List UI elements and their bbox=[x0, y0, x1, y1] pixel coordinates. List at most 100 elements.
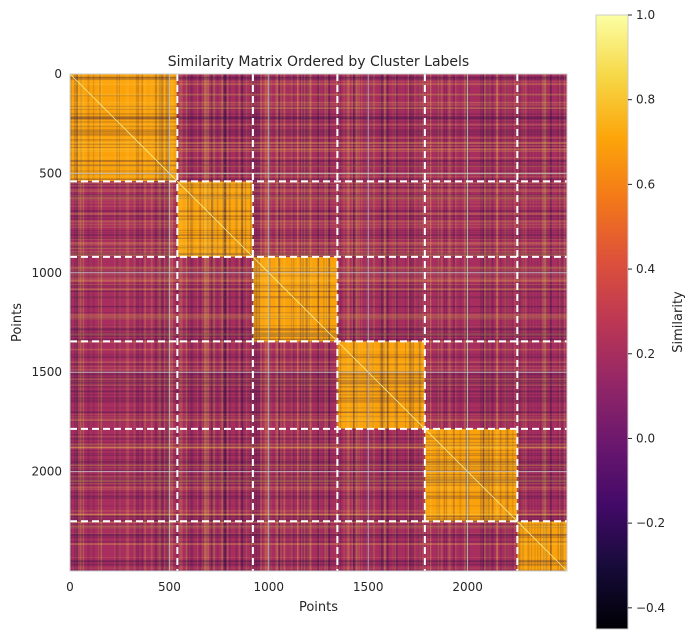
cluster-boundaries bbox=[70, 74, 567, 571]
cluster-block-offdiag bbox=[337, 74, 425, 182]
texture-stripe bbox=[504, 74, 507, 571]
texture-stripe bbox=[70, 478, 567, 481]
texture-stripe bbox=[482, 74, 485, 571]
texture-stripe bbox=[386, 74, 389, 571]
texture-stripe bbox=[199, 74, 202, 571]
texture-stripe bbox=[165, 74, 167, 571]
texture-stripe bbox=[70, 185, 567, 187]
texture-stripe bbox=[225, 74, 227, 571]
texture-stripe bbox=[316, 74, 319, 571]
cluster-block-offdiag bbox=[70, 341, 178, 429]
texture-stripe bbox=[70, 383, 567, 385]
texture-stripe bbox=[453, 74, 455, 571]
cluster-block-offdiag bbox=[517, 256, 567, 342]
texture-stripe bbox=[70, 328, 567, 330]
texture-stripe bbox=[266, 74, 268, 571]
texture-stripe bbox=[380, 74, 382, 571]
texture-stripe bbox=[70, 394, 567, 396]
texture-stripe bbox=[70, 105, 567, 107]
texture-stripe bbox=[70, 397, 567, 400]
texture-stripe bbox=[70, 401, 567, 403]
texture-stripe bbox=[419, 74, 422, 571]
texture-stripe bbox=[346, 74, 348, 571]
texture-stripe bbox=[70, 515, 567, 518]
texture-stripe bbox=[351, 74, 353, 571]
texture-stripe bbox=[70, 237, 567, 240]
texture-stripe bbox=[394, 74, 397, 571]
texture-stripe bbox=[144, 74, 147, 571]
cluster-block-offdiag bbox=[337, 181, 425, 257]
heatmap-texture bbox=[70, 74, 567, 571]
colorbar-label: Similarity bbox=[671, 291, 686, 353]
heatmap-blocks bbox=[70, 74, 567, 571]
texture-stripe bbox=[70, 76, 567, 79]
texture-stripe bbox=[159, 74, 162, 571]
texture-stripe bbox=[539, 74, 541, 571]
texture-stripe bbox=[283, 74, 286, 571]
y-tick-label: 1000 bbox=[31, 266, 62, 280]
texture-stripe bbox=[70, 94, 567, 97]
texture-stripe bbox=[70, 197, 567, 200]
texture-stripe bbox=[70, 316, 567, 319]
texture-stripe bbox=[506, 74, 509, 571]
texture-stripe bbox=[323, 74, 325, 571]
texture-stripe bbox=[70, 270, 567, 273]
y-tick-label: 500 bbox=[39, 166, 62, 180]
texture-stripe bbox=[440, 74, 443, 571]
texture-stripe bbox=[531, 74, 533, 571]
texture-stripe bbox=[70, 438, 567, 440]
texture-stripe bbox=[355, 74, 357, 571]
texture-stripe bbox=[79, 74, 82, 571]
texture-stripe bbox=[116, 74, 118, 571]
texture-stripe bbox=[70, 189, 567, 191]
texture-stripe bbox=[343, 74, 345, 571]
texture-stripe bbox=[80, 74, 82, 571]
texture-stripe bbox=[70, 387, 567, 389]
texture-stripe bbox=[70, 411, 567, 413]
texture-stripe bbox=[155, 74, 157, 571]
texture-stripe bbox=[197, 74, 198, 571]
texture-stripe bbox=[506, 74, 509, 571]
texture-stripe bbox=[326, 74, 328, 571]
texture-stripe bbox=[250, 74, 252, 571]
texture-stripe bbox=[309, 74, 312, 571]
texture-stripe bbox=[70, 349, 567, 351]
texture-stripe bbox=[70, 480, 567, 483]
texture-stripe bbox=[161, 74, 164, 571]
texture-stripe bbox=[169, 74, 172, 571]
texture-stripe bbox=[70, 380, 567, 382]
texture-stripe bbox=[328, 74, 331, 571]
texture-stripe bbox=[70, 315, 567, 317]
texture-stripe bbox=[394, 74, 396, 571]
texture-stripe bbox=[267, 74, 269, 571]
texture-stripe bbox=[167, 74, 169, 571]
texture-stripe bbox=[488, 74, 490, 571]
texture-stripe bbox=[70, 160, 567, 162]
texture-stripe bbox=[263, 74, 265, 571]
texture-stripe bbox=[70, 250, 567, 252]
texture-stripe bbox=[464, 74, 466, 571]
texture-stripe bbox=[325, 74, 328, 571]
texture-stripe bbox=[290, 74, 293, 571]
texture-stripe bbox=[70, 399, 567, 401]
texture-stripe bbox=[264, 74, 267, 571]
texture-stripe bbox=[70, 318, 567, 320]
texture-stripe bbox=[70, 82, 567, 84]
texture-stripe bbox=[492, 74, 494, 571]
colorbar-tick-label: −0.4 bbox=[636, 601, 665, 615]
texture-stripe bbox=[70, 142, 567, 144]
texture-stripe bbox=[70, 183, 567, 186]
texture-stripe bbox=[70, 317, 567, 320]
texture-stripe bbox=[70, 390, 567, 393]
texture-stripe bbox=[70, 305, 567, 308]
texture-stripe bbox=[297, 74, 299, 571]
texture-stripe bbox=[70, 195, 567, 197]
texture-stripe bbox=[355, 74, 358, 571]
texture-stripe bbox=[70, 193, 567, 195]
texture-stripe bbox=[70, 296, 567, 299]
texture-stripe bbox=[505, 74, 507, 571]
texture-stripe bbox=[202, 74, 204, 571]
texture-stripe bbox=[70, 481, 567, 484]
texture-stripe bbox=[114, 74, 116, 571]
texture-stripe bbox=[245, 74, 248, 571]
